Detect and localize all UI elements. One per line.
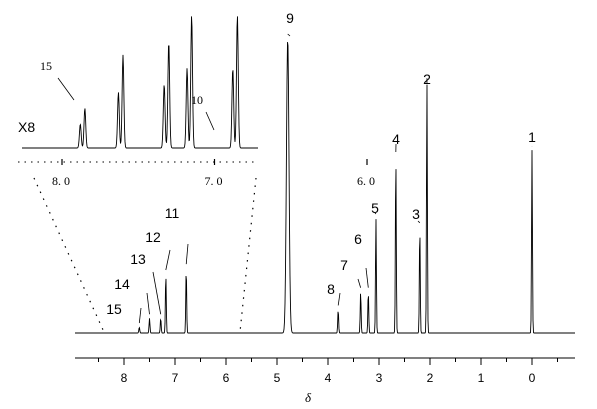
peak-label-4: 4 [392, 131, 400, 147]
x-tick-label-8: 8 [121, 371, 128, 385]
peak-label-15: 15 [106, 301, 122, 317]
peak-leader-12 [165, 249, 171, 271]
peak-label-14: 14 [114, 276, 130, 292]
inset-peak-leader-15 [57, 77, 75, 101]
inset-tick-label: 6. 0 [357, 174, 375, 188]
peak-label-1: 1 [528, 129, 536, 145]
peak-leader-15 [138, 307, 142, 324]
peak-label-8: 8 [327, 281, 335, 297]
inset-peak-label-10: 10 [191, 93, 203, 107]
peak-label-11: 11 [165, 205, 180, 221]
peak-leader-14 [146, 292, 150, 315]
inset-tick-label: 7. 0 [205, 174, 223, 188]
main-spectrum-trace [75, 42, 575, 334]
inset-tick-label: 8. 0 [52, 174, 70, 188]
peak-leader-13 [152, 271, 162, 315]
peak-leader-9 [287, 33, 291, 37]
x-axis-title: δ [305, 390, 312, 405]
x-tick-label-1: 1 [478, 371, 485, 385]
inset-spectrum-trace [22, 16, 258, 149]
peak-leader-3 [417, 220, 421, 224]
zoom-line-left [33, 177, 105, 333]
inset-peak-leader-10 [205, 111, 215, 131]
peak-leader-8 [337, 292, 341, 306]
x-axis-ticks: 8 7 6 5 4 3 2 1 0 [98, 358, 558, 385]
x-tick-label-5: 5 [274, 371, 281, 385]
peak-label-12: 12 [145, 229, 161, 245]
x-tick-label-4: 4 [325, 371, 332, 385]
peak-label-6: 6 [354, 231, 362, 247]
peak-leader-11 [185, 243, 189, 265]
peak-leader-6 [365, 267, 369, 288]
peak-leader-5 [374, 212, 377, 215]
peak-label-5: 5 [371, 200, 379, 216]
zoom-line-right [239, 177, 257, 333]
peak-label-7: 7 [340, 257, 348, 273]
x-tick-label-7: 7 [172, 371, 179, 385]
inset-scale-label: X8 [18, 119, 35, 135]
x-tick-label-0: 0 [529, 371, 536, 385]
peak-label-3: 3 [412, 206, 420, 222]
x-tick-label-3: 3 [376, 371, 383, 385]
x-tick-label-6: 6 [223, 371, 230, 385]
peak-leader-7 [357, 278, 362, 288]
peak-label-13: 13 [130, 251, 146, 267]
inset-peak-label-15: 15 [40, 59, 52, 73]
peak-label-9: 9 [286, 10, 294, 26]
x-tick-label-2: 2 [427, 371, 434, 385]
inset-ticks: 8. 0 7. 0 6. 0 [52, 159, 375, 188]
